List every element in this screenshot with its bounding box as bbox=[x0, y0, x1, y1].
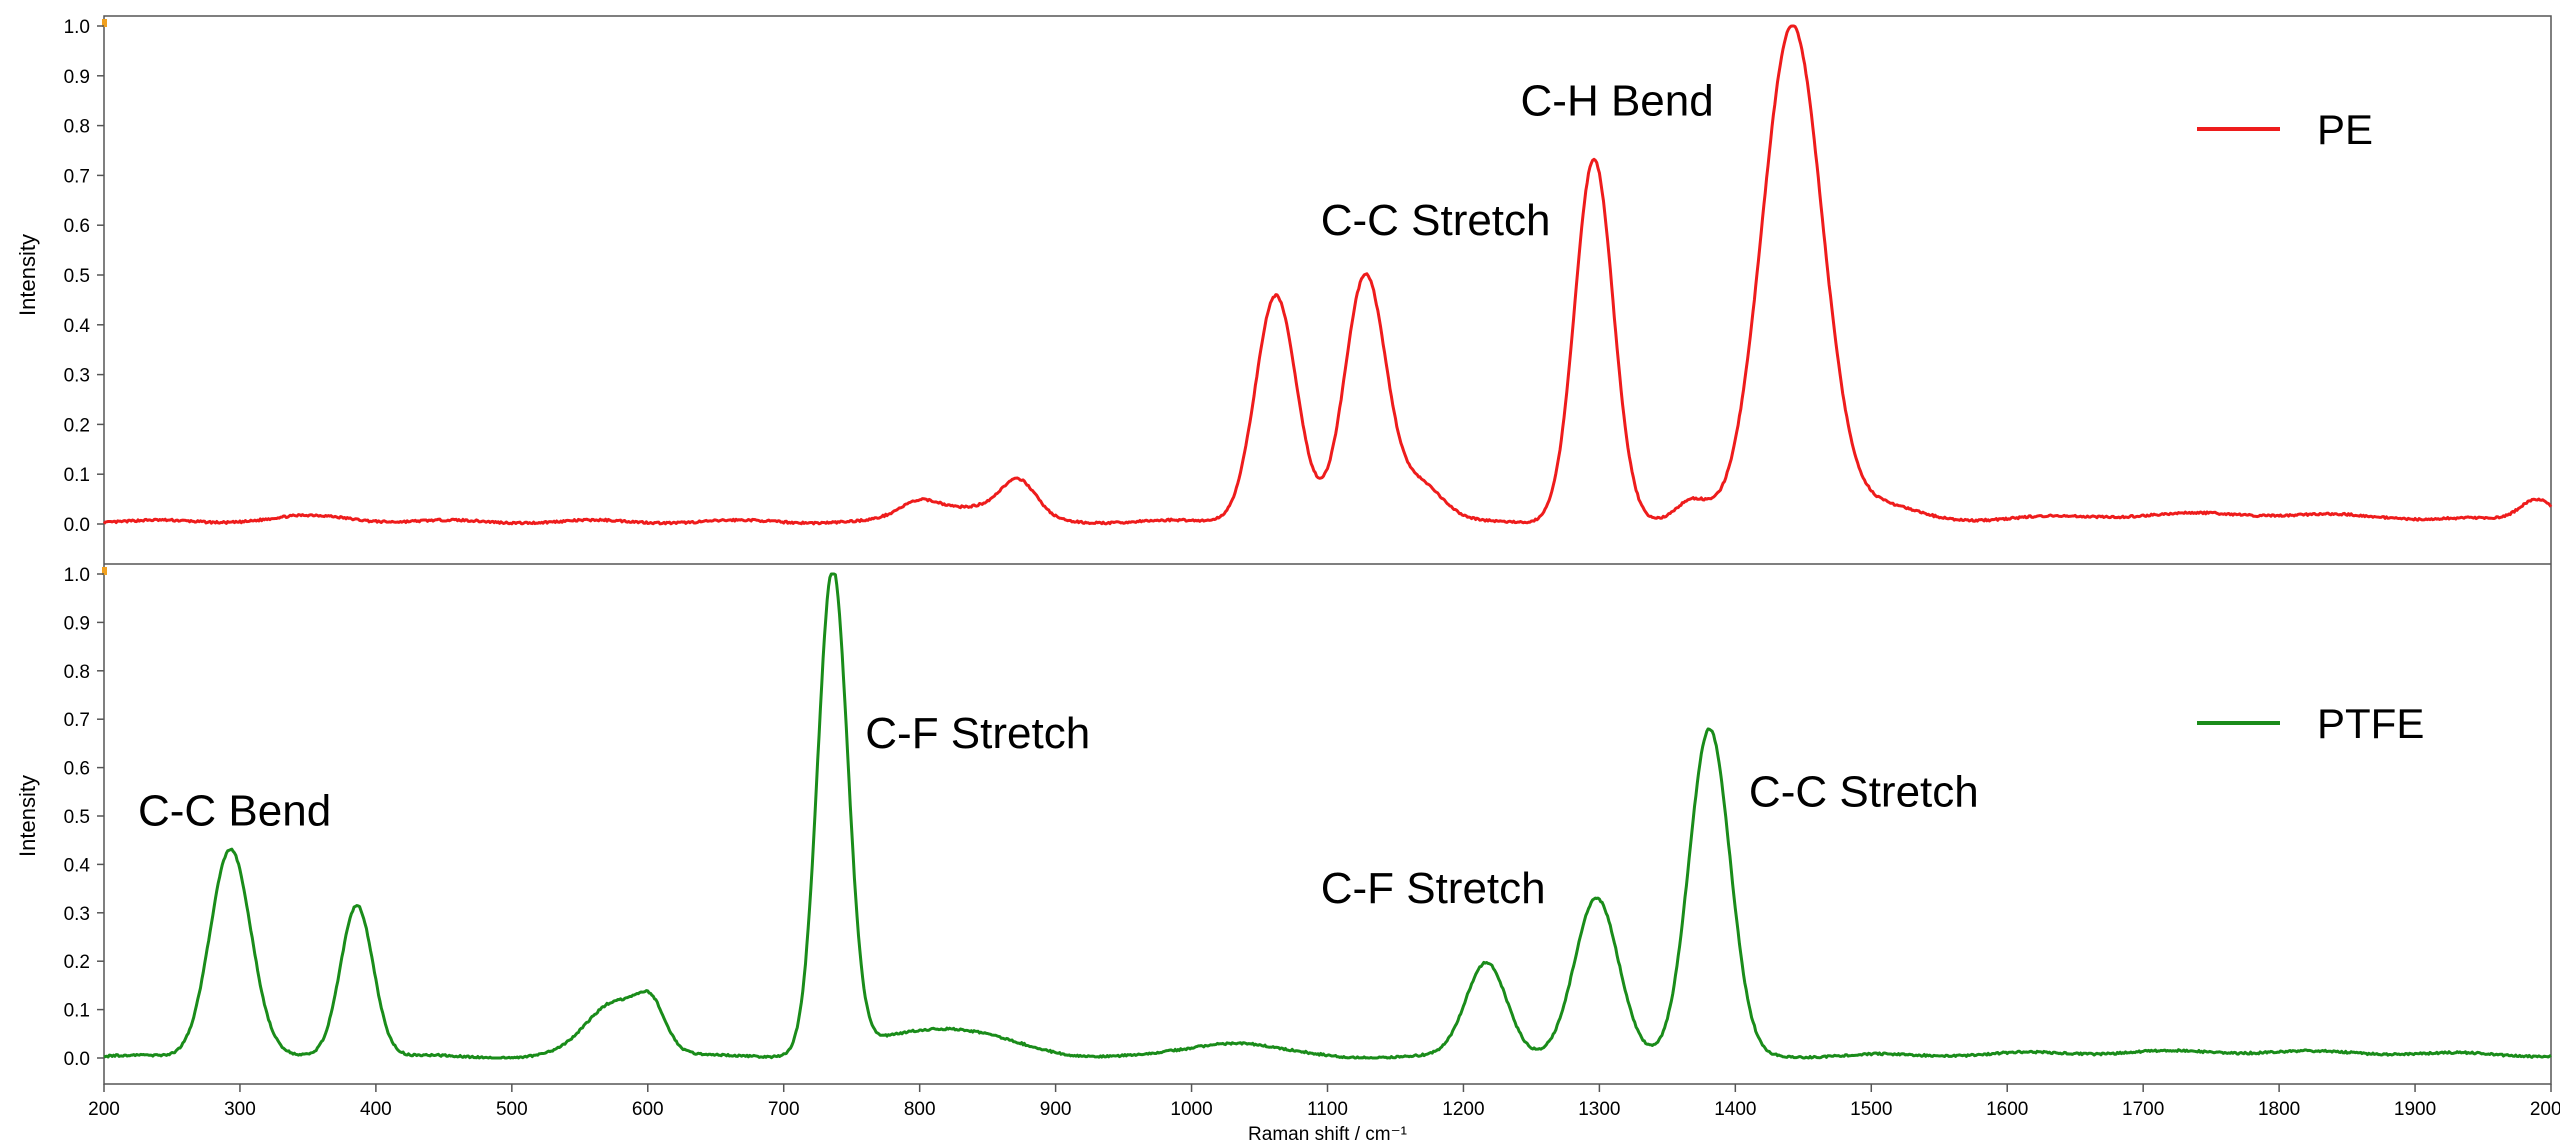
panel-1: 0.0 0.1 0.2 0.3 0.4 0.5 0.6 0.7 0.8 0.9 1.0 Intensi… bbox=[15, 17, 2553, 536]
x-tick-label: 1300 bbox=[1578, 1099, 1620, 1120]
y-tick-label: 0.2 bbox=[64, 415, 90, 436]
y-tick-label: 0.6 bbox=[64, 216, 90, 237]
y-tick-label: 0.7 bbox=[64, 166, 90, 187]
y-tick-label: 0.2 bbox=[64, 952, 90, 973]
y-tick-label: 0.0 bbox=[64, 1049, 90, 1070]
x-tick-label: 1400 bbox=[1714, 1099, 1756, 1120]
x-tick-label: 300 bbox=[224, 1099, 256, 1120]
y-tick-label: 0.1 bbox=[64, 1001, 90, 1022]
y-tick-label: 0.3 bbox=[64, 366, 90, 387]
x-tick-label: 1900 bbox=[2394, 1099, 2436, 1120]
x-tick-label: 200 bbox=[88, 1099, 120, 1120]
y-tick-label: 1.0 bbox=[64, 565, 90, 586]
x-tick-label: 1600 bbox=[1986, 1099, 2028, 1120]
y-axis-title: Intensity bbox=[15, 775, 40, 857]
y-tick-label: 0.9 bbox=[64, 67, 90, 88]
peak-annotation: C-F Stretch bbox=[865, 709, 1090, 758]
x-tick-label: 1100 bbox=[1307, 1099, 1348, 1120]
y-tick-label: 0.8 bbox=[64, 662, 90, 683]
x-tick-label: 1500 bbox=[1850, 1099, 1892, 1120]
peak-annotation: C-C Stretch bbox=[1749, 767, 1979, 816]
x-tick-label: 400 bbox=[360, 1099, 392, 1120]
legend-label-ptfe: PTFE bbox=[2317, 700, 2424, 747]
panel-2: 0.0 0.1 0.2 0.3 0.4 0.5 0.6 0.7 0.8 0.9 1.0 Intensi… bbox=[15, 563, 2552, 1070]
y-tick-label: 0.5 bbox=[64, 807, 90, 828]
peak-annotation: C-C Stretch bbox=[1321, 196, 1551, 245]
x-tick-label: 800 bbox=[904, 1099, 936, 1120]
x-tick-label: 1200 bbox=[1442, 1099, 1484, 1120]
x-tick-label: 500 bbox=[496, 1099, 528, 1120]
y-tick-label: 0.8 bbox=[64, 117, 90, 138]
x-axis-title: Raman shift / cm⁻¹ bbox=[1248, 1124, 1407, 1145]
peak-annotation: C-F Stretch bbox=[1321, 864, 1546, 913]
y-tick-label: 0.1 bbox=[64, 465, 90, 486]
y-tick-label: 0.7 bbox=[64, 710, 90, 731]
plot-frame bbox=[103, 15, 2552, 1085]
legend-label-pe: PE bbox=[2317, 106, 2373, 153]
y-axis-title: Intensity bbox=[15, 234, 40, 316]
y-tick-label: 0.9 bbox=[64, 613, 90, 634]
x-tick-label: 1700 bbox=[2122, 1099, 2164, 1120]
peak-annotation: C-C Bend bbox=[138, 787, 331, 836]
x-tick-label: 900 bbox=[1040, 1099, 1072, 1120]
y-tick-label: 0.4 bbox=[64, 855, 91, 876]
y-tick-label: 0.4 bbox=[64, 316, 91, 337]
x-tick-label: 2000 bbox=[2530, 1099, 2560, 1120]
x-tick-label: 1000 bbox=[1170, 1099, 1212, 1120]
series-line-pe bbox=[102, 24, 2553, 526]
y-tick-label: 0.6 bbox=[64, 759, 90, 780]
y-tick-label: 1.0 bbox=[64, 17, 90, 38]
axis-corner-marker bbox=[102, 19, 107, 27]
x-tick-label: 600 bbox=[632, 1099, 664, 1120]
y-tick-label: 0.5 bbox=[64, 266, 90, 287]
y-tick-label: 0.3 bbox=[64, 904, 90, 925]
y-tick-label: 0.0 bbox=[64, 515, 90, 536]
axis-corner-marker bbox=[102, 567, 107, 575]
x-tick-label: 1800 bbox=[2258, 1099, 2300, 1120]
series-line-ptfe bbox=[103, 572, 2552, 1060]
peak-annotation: C-H Bend bbox=[1521, 77, 1714, 126]
x-tick-label: 700 bbox=[768, 1099, 800, 1120]
